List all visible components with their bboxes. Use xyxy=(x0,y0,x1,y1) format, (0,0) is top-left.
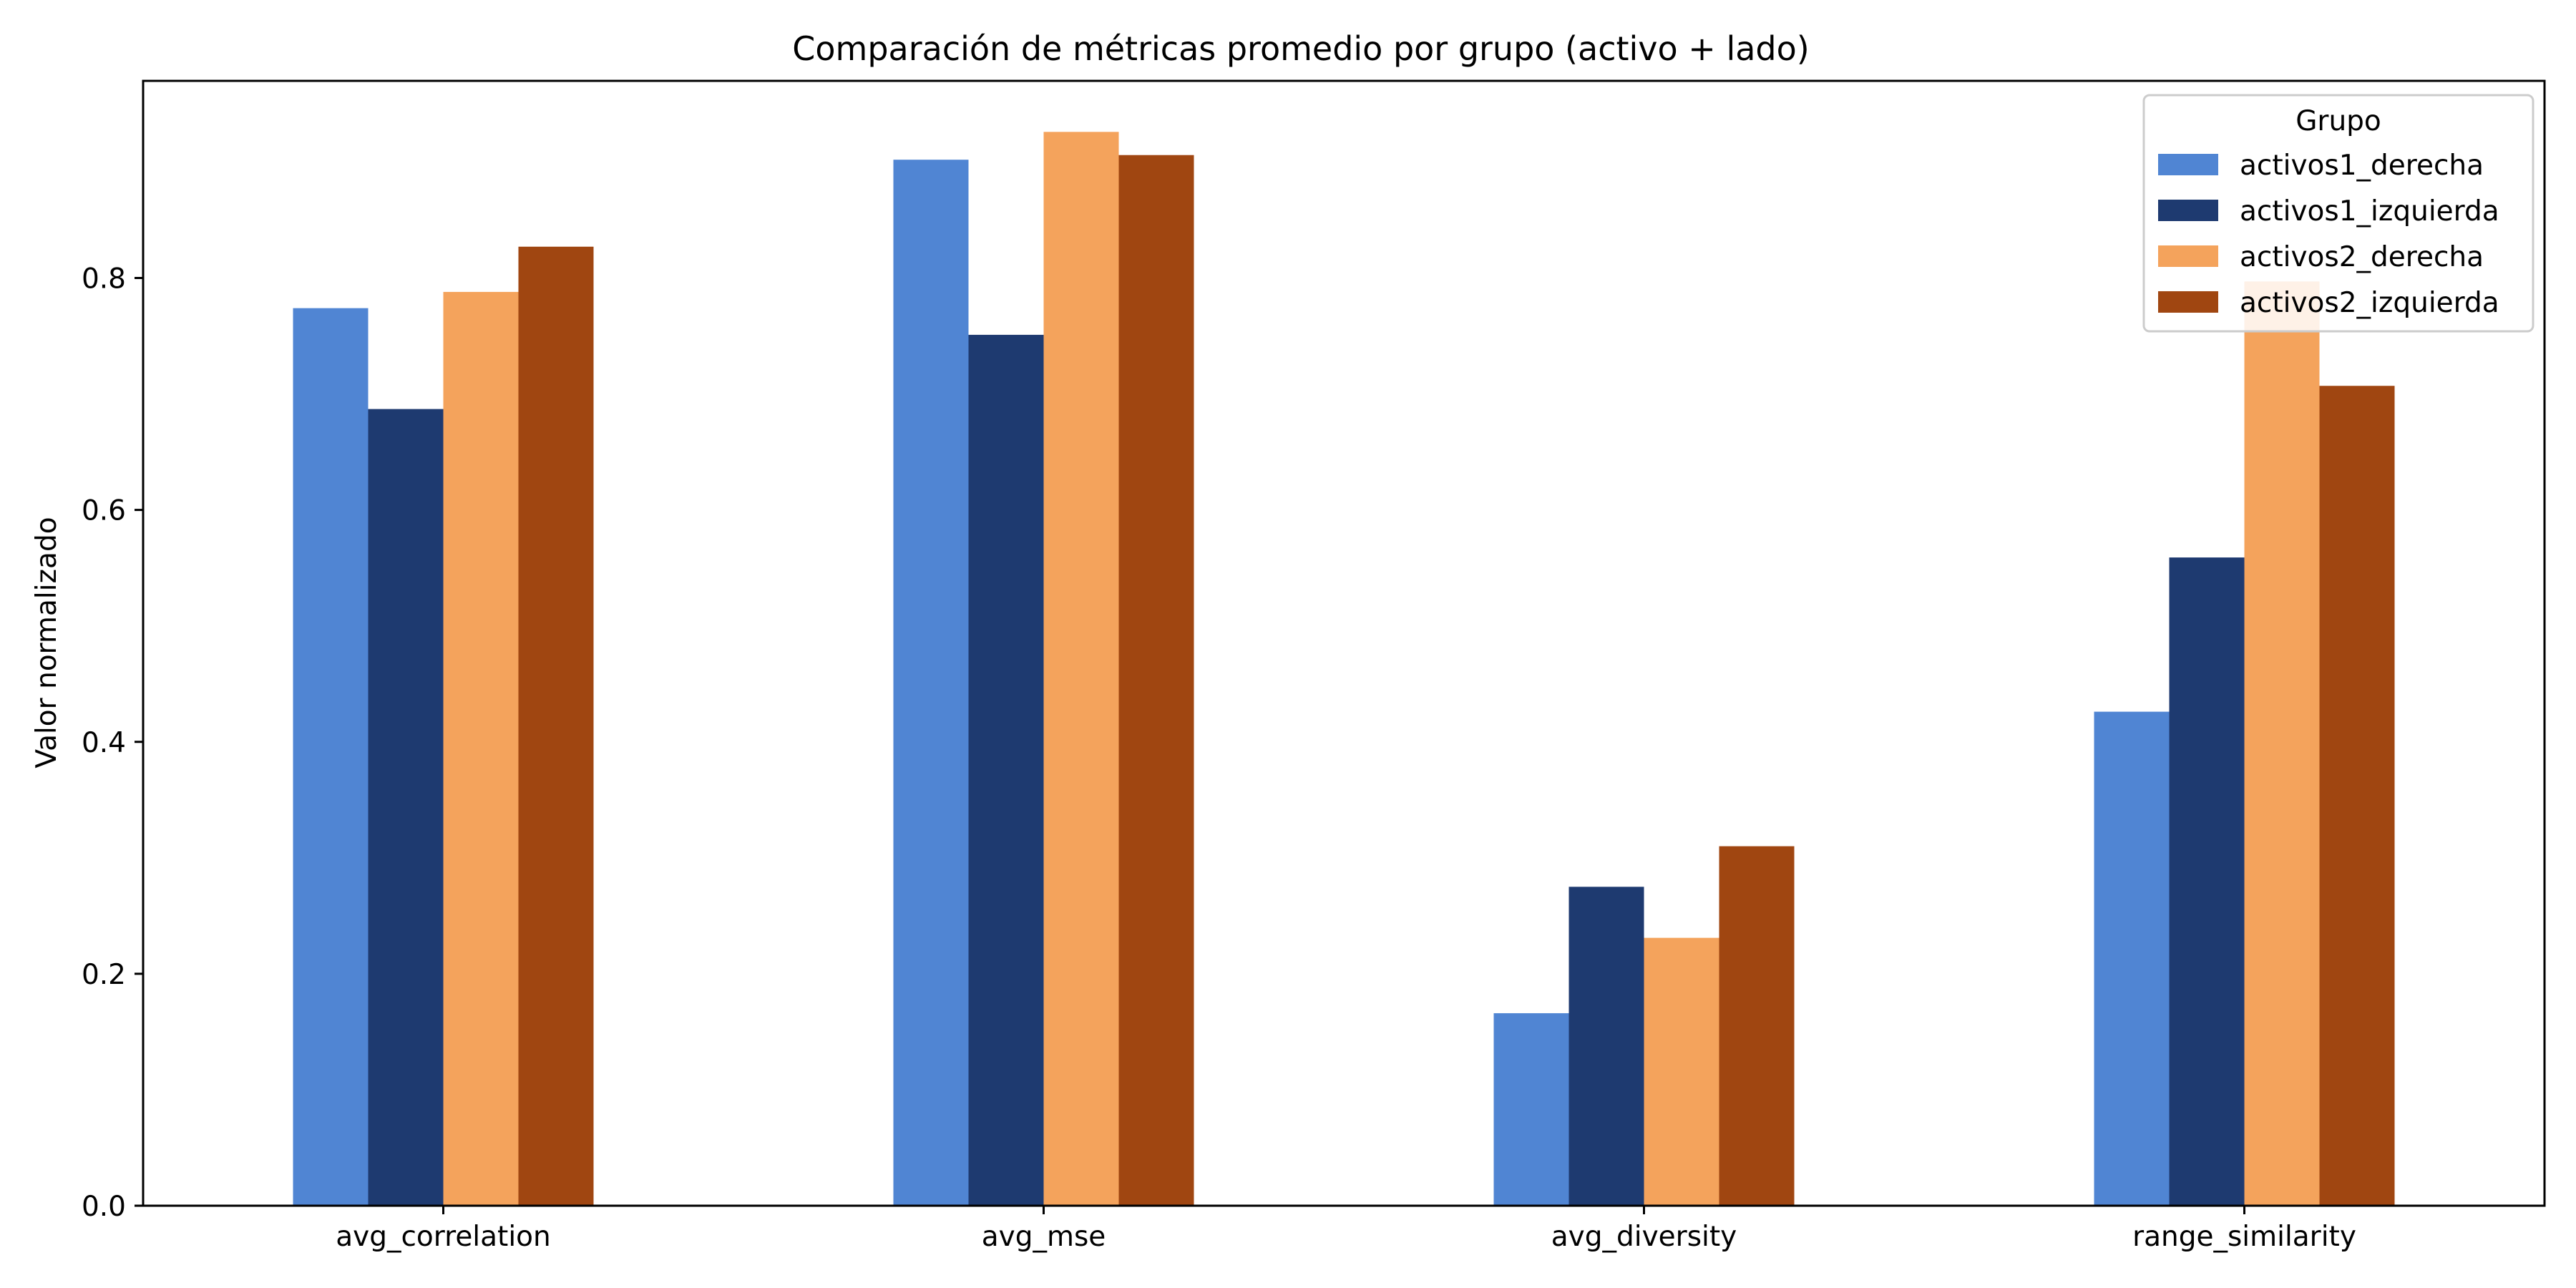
bar-activos2_derecha-avg_mse xyxy=(1043,132,1119,1206)
bar-activos1_derecha-avg_correlation xyxy=(293,308,369,1206)
x-tick-label: range_similarity xyxy=(2132,1221,2356,1253)
ticks-group: avg_correlation avg_mse avg_diversity range… xyxy=(82,263,2356,1253)
x-tick-label: avg_mse xyxy=(982,1221,1106,1253)
bar-activos2_izquierda-range_similarity xyxy=(2319,386,2395,1206)
legend-swatch-activos2_izquierda xyxy=(2158,291,2218,313)
bar-activos1_izquierda-avg_mse xyxy=(968,334,1044,1206)
bar-activos1_derecha-avg_mse xyxy=(893,160,969,1206)
x-tick-label: avg_correlation xyxy=(336,1221,551,1253)
x-tick-label: avg_diversity xyxy=(1551,1221,1737,1253)
y-tick-label: 0.2 xyxy=(82,959,126,991)
bar-activos1_izquierda-range_similarity xyxy=(2169,557,2245,1206)
bar-activos2_derecha-avg_correlation xyxy=(443,291,519,1206)
y-tick-label: 0.8 xyxy=(82,263,126,296)
legend-swatch-activos1_izquierda xyxy=(2158,200,2218,221)
y-tick-label: 0.0 xyxy=(82,1191,126,1223)
legend-swatch-activos2_derecha xyxy=(2158,245,2218,267)
plot-frame xyxy=(142,79,2546,1207)
legend-label-activos1_derecha: activos1_derecha xyxy=(2240,150,2484,182)
bar-activos2_izquierda-avg_diversity xyxy=(1719,846,1795,1206)
bar-activos2_izquierda-avg_correlation xyxy=(518,246,594,1206)
bar-activos1_derecha-avg_diversity xyxy=(1493,1013,1569,1206)
bar-activos2_derecha-avg_diversity xyxy=(1644,937,1719,1206)
chart-title: Comparación de métricas promedio por gru… xyxy=(792,29,1809,68)
bar-activos1_izquierda-avg_diversity xyxy=(1568,887,1644,1206)
legend: Grupo activos1_derecha activos1_izquierda… xyxy=(2142,94,2534,333)
legend-box xyxy=(2142,94,2534,333)
legend-swatch-activos1_derecha xyxy=(2158,154,2218,175)
bar-activos1_derecha-range_similarity xyxy=(2094,711,2170,1206)
legend-title: Grupo xyxy=(2296,105,2381,137)
legend-label-activos2_derecha: activos2_derecha xyxy=(2240,241,2484,273)
bars-group xyxy=(293,132,2395,1206)
bar-activos2_izquierda-avg_mse xyxy=(1118,155,1194,1206)
bar-activos2_derecha-range_similarity xyxy=(2244,281,2320,1206)
bar-activos1_izquierda-avg_correlation xyxy=(368,409,444,1206)
legend-items: activos1_derecha activos1_izquierdaactivo… xyxy=(2158,150,2499,319)
y-tick-label: 0.4 xyxy=(82,727,126,759)
y-tick-label: 0.6 xyxy=(82,495,126,527)
legend-label-activos1_izquierda: activos1_izquierda xyxy=(2240,195,2499,228)
legend-label-activos2_izquierda: activos2_izquierda xyxy=(2240,287,2499,319)
y-axis-label: Valor normalizado xyxy=(31,517,63,768)
